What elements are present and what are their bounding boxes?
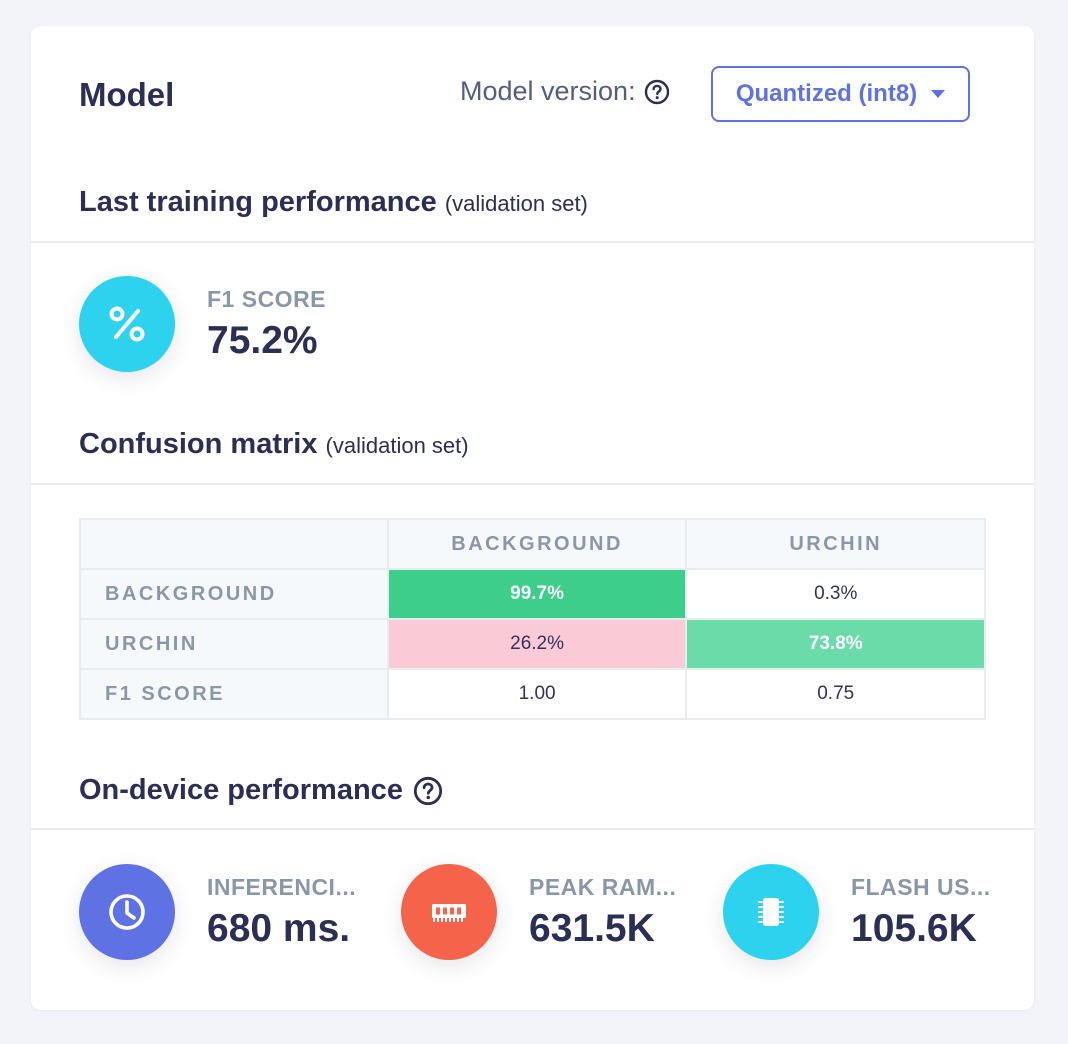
on-device-heading-text: On-device performance <box>79 774 403 806</box>
f1-score-label: F1 SCORE <box>207 285 327 312</box>
f1-score-value: 75.2% <box>207 318 318 362</box>
matrix-header-row: BACKGROUND URCHIN <box>79 518 986 570</box>
matrix-cell: 0.3% <box>685 568 986 620</box>
model-version-value: Quantized (int8) <box>735 80 918 107</box>
clock-icon <box>79 864 175 960</box>
peak-ram-value: 631.5K <box>529 906 655 950</box>
help-icon[interactable] <box>644 79 670 105</box>
matrix-cell: 99.7% <box>386 568 688 620</box>
matrix-cell: 73.8% <box>685 618 986 670</box>
percent-icon <box>79 276 175 372</box>
inferencing-label: INFERENCI... <box>207 873 357 900</box>
f1-score-stat: F1 SCORE 75.2% <box>79 276 326 372</box>
model-version-text: Model version: <box>460 76 636 106</box>
confusion-heading-sub: (validation set) <box>325 433 469 458</box>
flash-usage-value: 105.6K <box>851 906 977 950</box>
inferencing-time-stat: INFERENCI... 680 ms. <box>79 864 356 960</box>
training-heading-text: Last training performance <box>79 186 437 218</box>
memory-icon <box>401 864 497 960</box>
matrix-row-header: URCHIN <box>79 618 389 670</box>
divider <box>31 241 1034 243</box>
matrix-col-header: URCHIN <box>685 518 986 570</box>
flash-usage-label: FLASH US... <box>851 873 991 900</box>
matrix-row-header: BACKGROUND <box>79 568 389 620</box>
confusion-matrix-table: BACKGROUND URCHIN BACKGROUND 99.7% 0.3% … <box>79 518 986 720</box>
confusion-heading: Confusion matrix (validation set) <box>79 428 469 461</box>
table-row: F1 SCORE 1.00 0.75 <box>79 668 986 720</box>
matrix-cell: 1.00 <box>386 668 688 720</box>
table-row: URCHIN 26.2% 73.8% <box>79 618 986 670</box>
training-heading: Last training performance (validation se… <box>79 186 588 219</box>
confusion-heading-text: Confusion matrix <box>79 428 318 460</box>
model-version-select[interactable]: Quantized (int8) <box>711 66 970 122</box>
peak-ram-label: PEAK RAM... <box>529 873 677 900</box>
matrix-corner-cell <box>79 518 389 570</box>
table-row: BACKGROUND 99.7% 0.3% <box>79 568 986 620</box>
card-title: Model <box>79 76 175 113</box>
divider <box>31 828 1034 830</box>
matrix-col-header: BACKGROUND <box>386 518 688 570</box>
matrix-row-header: F1 SCORE <box>79 668 389 720</box>
training-heading-sub: (validation set) <box>444 191 588 216</box>
model-version-label: Model version: <box>460 76 670 107</box>
inferencing-value: 680 ms. <box>207 906 351 950</box>
model-card: Model Model version: Quantized (int8) La… <box>31 26 1034 1010</box>
chevron-down-icon <box>931 90 946 98</box>
help-icon[interactable] <box>413 776 443 806</box>
chip-icon <box>723 864 819 960</box>
matrix-cell: 26.2% <box>386 618 688 670</box>
peak-ram-stat: PEAK RAM... 631.5K <box>401 864 676 960</box>
on-device-heading: On-device performance <box>79 774 443 807</box>
divider <box>31 483 1034 485</box>
matrix-cell: 0.75 <box>685 668 986 720</box>
flash-usage-stat: FLASH US... 105.6K <box>723 864 991 960</box>
